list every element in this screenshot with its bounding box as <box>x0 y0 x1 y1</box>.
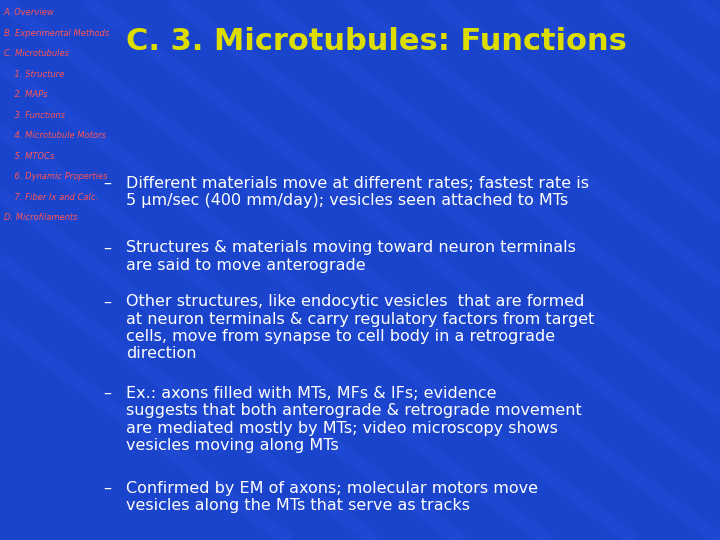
Text: Structures & materials moving toward neuron terminals
are said to move anterogra: Structures & materials moving toward neu… <box>126 240 576 273</box>
Text: 2. MAPs: 2. MAPs <box>4 90 47 99</box>
Text: –: – <box>104 240 112 255</box>
Text: 5. MTOCs: 5. MTOCs <box>4 152 54 161</box>
Text: Confirmed by EM of axons; molecular motors move
vesicles along the MTs that serv: Confirmed by EM of axons; molecular moto… <box>126 481 538 513</box>
Text: Different materials move at different rates; fastest rate is
5 μm/sec (400 mm/da: Different materials move at different ra… <box>126 176 589 208</box>
Text: A. Overview: A. Overview <box>4 8 54 17</box>
Text: Other structures, like endocytic vesicles  that are formed
at neuron terminals &: Other structures, like endocytic vesicle… <box>126 294 595 361</box>
Text: C. Microtubules: C. Microtubules <box>4 49 68 58</box>
Text: D. Microfilaments: D. Microfilaments <box>4 213 77 222</box>
Text: 3. Functions: 3. Functions <box>4 111 65 120</box>
Text: –: – <box>104 481 112 496</box>
Text: C. 3. Microtubules: Functions: C. 3. Microtubules: Functions <box>126 27 627 56</box>
Text: –: – <box>104 176 112 191</box>
Text: –: – <box>104 386 112 401</box>
Text: Ex.: axons filled with MTs, MFs & IFs; evidence
suggests that both anterograde &: Ex.: axons filled with MTs, MFs & IFs; e… <box>126 386 582 453</box>
Text: –: – <box>104 294 112 309</box>
Text: 1. Structure: 1. Structure <box>4 70 64 79</box>
Text: B. Experimental Methods: B. Experimental Methods <box>4 29 109 38</box>
Text: 4. Microtubule Motors: 4. Microtubule Motors <box>4 131 105 140</box>
Text: 7. Fiber Ix and Calc.: 7. Fiber Ix and Calc. <box>4 193 98 202</box>
Text: 6. Dynamic Properties: 6. Dynamic Properties <box>4 172 107 181</box>
